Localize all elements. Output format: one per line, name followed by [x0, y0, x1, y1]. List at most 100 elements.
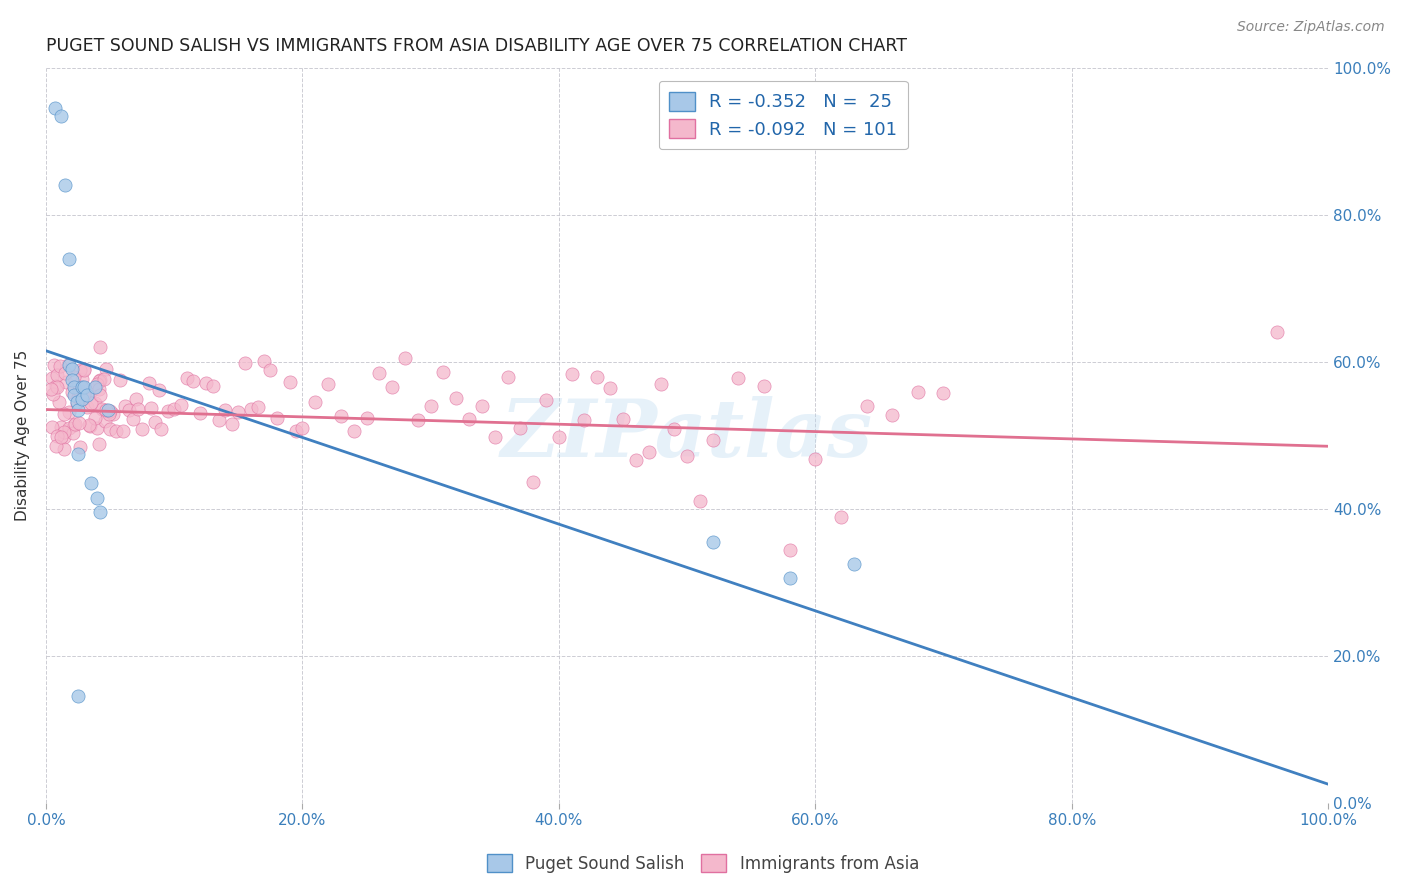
Point: [509, 421, 531, 435]
Point: [496, 369, 519, 384]
Point: [66, 447, 89, 461]
Point: [932, 385, 955, 400]
Point: [55, 375, 77, 389]
Point: [291, 421, 314, 435]
Point: [60, 362, 83, 376]
Point: [394, 351, 416, 366]
Point: [253, 354, 276, 368]
Point: [561, 367, 583, 381]
Point: [637, 445, 659, 459]
Point: [727, 371, 749, 385]
Point: [84, 411, 107, 425]
Point: [86, 491, 108, 505]
Point: [650, 377, 672, 392]
Point: [80, 396, 103, 410]
Point: [66, 395, 89, 409]
Point: [599, 381, 621, 395]
Point: [67, 417, 90, 431]
Point: [76, 388, 98, 402]
Point: [233, 356, 256, 370]
Point: [94, 362, 117, 376]
Point: [278, 375, 301, 389]
Point: [381, 380, 404, 394]
Point: [842, 557, 865, 571]
Point: [855, 399, 877, 413]
Point: [356, 411, 378, 425]
Point: [316, 376, 339, 391]
Point: [114, 399, 136, 413]
Point: [176, 371, 198, 385]
Point: [110, 373, 132, 387]
Point: [91, 401, 114, 416]
Point: [51, 420, 73, 434]
Point: [131, 422, 153, 436]
Point: [779, 542, 801, 557]
Point: [41, 382, 63, 396]
Point: [98, 403, 121, 417]
Y-axis label: Disability Age Over 75: Disability Age Over 75: [15, 350, 30, 521]
Point: [58, 405, 80, 419]
Point: [49, 430, 72, 444]
Point: [432, 366, 454, 380]
Point: [522, 475, 544, 489]
Point: [89, 505, 111, 519]
Point: [65, 417, 87, 431]
Point: [612, 411, 634, 425]
Point: [97, 407, 120, 421]
Point: [58, 421, 80, 435]
Point: [830, 510, 852, 524]
Point: [63, 380, 86, 394]
Point: [169, 398, 191, 412]
Point: [226, 405, 249, 419]
Point: [183, 375, 205, 389]
Point: [62, 425, 84, 440]
Point: [58, 252, 80, 266]
Point: [86, 376, 108, 391]
Point: [702, 433, 724, 447]
Point: [53, 425, 76, 440]
Legend: Puget Sound Salish, Immigrants from Asia: Puget Sound Salish, Immigrants from Asia: [481, 847, 925, 880]
Point: [406, 413, 429, 427]
Point: [41, 419, 63, 434]
Point: [82, 383, 104, 397]
Text: Source: ZipAtlas.com: Source: ZipAtlas.com: [1237, 20, 1385, 34]
Point: [882, 409, 904, 423]
Point: [214, 402, 236, 417]
Point: [77, 418, 100, 433]
Point: [63, 388, 86, 402]
Point: [89, 382, 111, 396]
Point: [44, 101, 66, 115]
Point: [48, 359, 70, 373]
Point: [163, 401, 186, 416]
Point: [79, 419, 101, 434]
Point: [368, 367, 391, 381]
Point: [752, 379, 775, 393]
Point: [45, 380, 67, 394]
Point: [304, 394, 326, 409]
Point: [208, 413, 231, 427]
Point: [70, 372, 93, 386]
Point: [156, 404, 179, 418]
Point: [419, 399, 441, 413]
Point: [73, 390, 96, 404]
Point: [586, 370, 609, 384]
Point: [240, 402, 263, 417]
Point: [86, 421, 108, 435]
Point: [574, 413, 596, 427]
Point: [41, 370, 63, 384]
Point: [676, 450, 699, 464]
Point: [195, 376, 218, 390]
Point: [101, 408, 124, 422]
Point: [93, 372, 115, 386]
Point: [484, 430, 506, 444]
Text: ZIPatlas: ZIPatlas: [501, 397, 873, 474]
Point: [94, 414, 117, 428]
Point: [58, 359, 80, 373]
Point: [98, 422, 121, 436]
Point: [63, 370, 86, 384]
Point: [118, 403, 141, 417]
Point: [70, 392, 93, 406]
Point: [148, 383, 170, 397]
Point: [96, 402, 118, 417]
Point: [70, 381, 93, 395]
